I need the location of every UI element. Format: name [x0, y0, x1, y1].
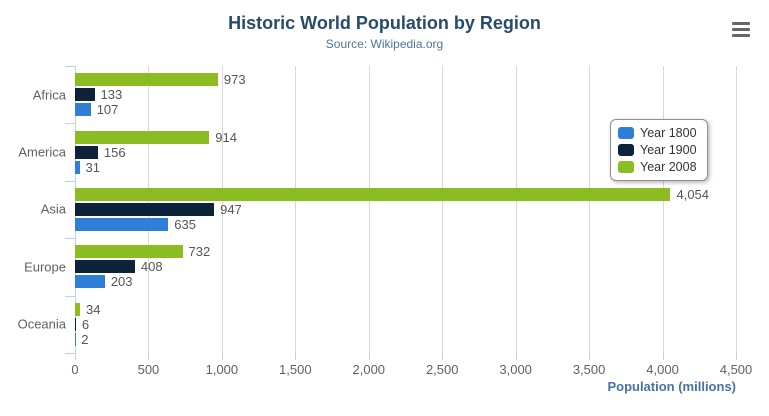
bar-year-1800-africa[interactable] [75, 103, 91, 117]
bar-year-1900-africa[interactable] [75, 88, 95, 102]
legend-item-year-1800[interactable]: Year 1800 [618, 126, 697, 140]
gridline [368, 66, 370, 353]
bar-year-2008-asia[interactable] [75, 187, 671, 201]
data-label: 31 [85, 159, 101, 175]
legend-swatch-icon [618, 144, 634, 156]
gridline [736, 66, 737, 353]
x-axis-tick-label: 1,000 [205, 362, 239, 377]
bar-year-2008-oceania[interactable] [75, 302, 80, 316]
bar-year-2008-europe[interactable] [75, 245, 183, 259]
x-axis-tick [662, 353, 664, 360]
x-axis-tick [368, 353, 370, 360]
x-axis-tick-label: 3,500 [572, 362, 606, 377]
legend-label: Year 1900 [640, 143, 697, 157]
x-axis-tick [442, 353, 444, 360]
category-row: America 914 156 31 [18, 123, 736, 180]
data-label: 2 [81, 331, 89, 347]
gridline [295, 66, 297, 353]
hamburger-bar [732, 22, 750, 26]
x-axis-title: Population (millions) [607, 379, 736, 394]
category-label: Europe [24, 259, 66, 275]
bar-year-1800-america[interactable] [75, 160, 80, 174]
data-label: 947 [220, 201, 242, 217]
gridline [442, 66, 444, 353]
hamburger-icon[interactable] [732, 22, 750, 37]
gridline [589, 66, 591, 353]
category-axis-tick [65, 123, 75, 125]
x-axis-tick [295, 353, 297, 360]
legend-label: Year 1800 [640, 126, 697, 140]
legend-item-year-2008[interactable]: Year 2008 [618, 160, 697, 174]
plot-area: Africa 973 133 107 America 914 156 31 Asia 4,054 9… [18, 66, 737, 354]
data-label: 732 [188, 244, 211, 260]
category-row: Europe 732 408 203 [24, 238, 736, 295]
x-axis-tick-label: 4,500 [719, 362, 753, 377]
bar-year-2008-africa[interactable] [75, 73, 218, 87]
data-label: 635 [174, 216, 196, 232]
x-axis-tick-labels: 0 500 1,000 1,500 2,000 2,500 3,000 3,500 4,000 4… [71, 362, 752, 378]
category-axis-tick [65, 295, 75, 297]
category-row: Asia 4,054 947 635 [41, 181, 736, 238]
category-label: America [18, 144, 66, 160]
category-axis-tick [65, 238, 75, 240]
x-axis-tick [221, 353, 223, 360]
gridline [662, 66, 664, 353]
category-label: Asia [40, 201, 66, 217]
legend-label: Year 2008 [640, 160, 697, 174]
x-axis-tick-label: 1,500 [279, 362, 312, 377]
data-label: 133 [100, 87, 123, 103]
bar-year-1800-europe[interactable] [75, 275, 105, 289]
legend-swatch-icon [618, 127, 634, 139]
bar-year-1800-asia[interactable] [75, 217, 169, 231]
legend-swatch-icon [618, 161, 634, 173]
category-label: Africa [32, 87, 66, 103]
data-label: 107 [96, 102, 119, 118]
bar-year-1900-europe[interactable] [75, 260, 135, 274]
category-axis-tick [65, 180, 75, 182]
bar-year-1900-asia[interactable] [75, 202, 215, 216]
data-label: 4,054 [676, 186, 710, 202]
gridline [515, 66, 517, 353]
data-label: 156 [103, 144, 126, 160]
legend: Year 1800 Year 1900 Year 2008 [610, 119, 708, 181]
category-row: Africa 973 133 107 [33, 66, 736, 123]
x-axis-ticks [75, 353, 737, 361]
gridline [221, 66, 223, 353]
data-label: 6 [81, 316, 90, 332]
x-axis-tick [589, 353, 591, 360]
bar-year-2008-america[interactable] [75, 130, 210, 144]
x-axis-tick [515, 353, 517, 360]
chart-subtitle: Source: Wikipedia.org [325, 37, 444, 51]
chart-title: Historic World Population by Region [228, 13, 541, 33]
x-axis-tick [75, 353, 76, 360]
category-axis-tick [65, 66, 75, 67]
x-axis-tick [736, 353, 737, 360]
hamburger-bar [732, 27, 750, 32]
hamburger-bar [732, 33, 750, 37]
category-label: Oceania [17, 316, 66, 332]
data-label: 408 [140, 259, 163, 275]
x-axis-tick-label: 0 [71, 362, 79, 377]
bar-year-1900-oceania[interactable] [75, 317, 76, 331]
x-axis-tick-label: 500 [137, 362, 160, 377]
data-label: 914 [215, 129, 237, 145]
bar-year-1900-america[interactable] [75, 145, 98, 159]
data-label: 973 [223, 72, 246, 88]
data-label: 203 [110, 274, 133, 290]
x-axis-tick-label: 2,500 [425, 362, 459, 377]
legend-item-year-1900[interactable]: Year 1900 [618, 143, 697, 157]
x-axis-tick-label: 3,000 [499, 362, 532, 377]
category-axis-tick [65, 353, 75, 354]
x-axis-tick [148, 353, 150, 360]
category-row: Oceania 34 6 2 [18, 296, 736, 353]
x-axis-tick-label: 2,000 [352, 362, 386, 377]
data-label: 34 [85, 301, 101, 317]
x-axis-tick-label: 4,000 [646, 362, 679, 377]
